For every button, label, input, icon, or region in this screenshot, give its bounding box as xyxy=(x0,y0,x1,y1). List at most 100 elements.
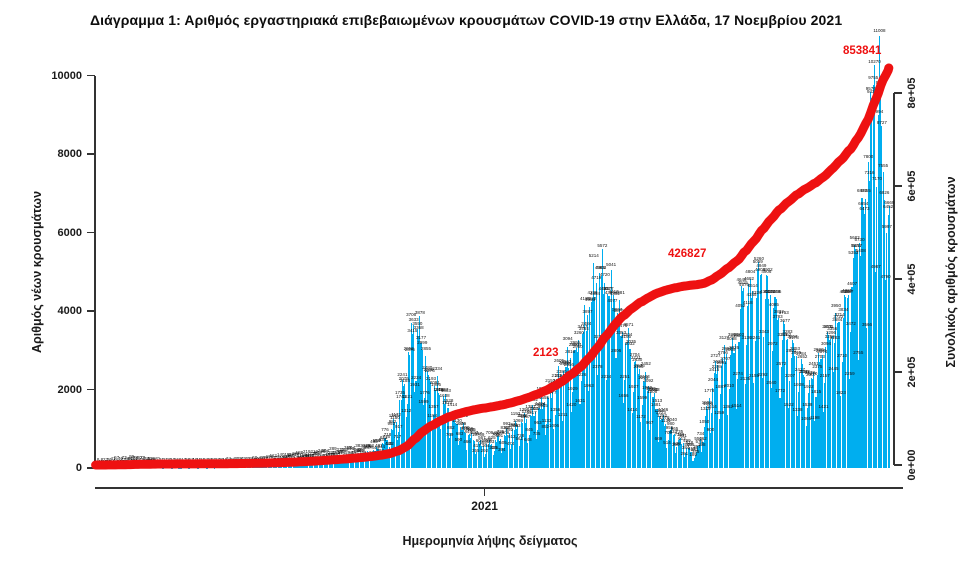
bar-value-label: 3464 xyxy=(578,326,589,331)
bar-value-label: 4902 xyxy=(762,267,773,273)
bar-value-label: 398 xyxy=(698,442,706,447)
bar-value-label: 394 xyxy=(498,446,506,452)
bar-value-label: 227 xyxy=(360,453,368,459)
bar-value-label: 2960 xyxy=(572,343,583,349)
bar-value-label: 165 xyxy=(334,455,342,461)
bar-value-label: 662 xyxy=(699,436,707,441)
y-left-tick xyxy=(87,388,95,391)
bar-value-label: 281 xyxy=(680,451,689,456)
bar-value-label: 2259 xyxy=(844,371,855,377)
y-left-tick-label: 4000 xyxy=(57,305,82,317)
bar-value-label: 2044 xyxy=(707,377,718,383)
bar-value-label: 993 xyxy=(512,423,521,428)
y-axis-left-title: Αριθμός νέων κρουσμάτων xyxy=(30,190,44,354)
bar-value-label: 9629 xyxy=(875,79,886,85)
y-left-tick xyxy=(87,153,95,155)
bar-value-label: 1420 xyxy=(566,401,577,407)
bar-value-label: 1777 xyxy=(546,390,557,396)
bar-value-label: 4607 xyxy=(847,281,858,287)
bar-value-label: 3368 xyxy=(413,325,424,331)
y-left-tick xyxy=(87,310,95,312)
bar-value-label: 845 xyxy=(525,426,533,432)
bar-value-label: 5260 xyxy=(753,255,764,261)
bar-value-label: 1317 xyxy=(526,410,537,416)
y-left-tick-label: 6000 xyxy=(57,226,82,239)
bar-value-label: 505 xyxy=(499,440,507,445)
y-right-tick xyxy=(894,278,902,280)
bar-value-label: 3178 xyxy=(788,335,799,341)
bar-value-label: 2556 xyxy=(563,361,574,367)
bar-value-label: 2375 xyxy=(812,364,823,370)
bar-value-label: 1141 xyxy=(458,412,469,418)
cumulative-annotation: 426827 xyxy=(668,248,707,260)
bar-value-label: 532 xyxy=(386,441,394,447)
bar-value-label: 127 xyxy=(307,457,316,462)
bar-value-label: 718 xyxy=(383,431,392,437)
bar-value-label: 2572 xyxy=(776,361,787,366)
y-left-tick-label: 10000 xyxy=(51,69,82,82)
bar-value-label: 3879 xyxy=(613,307,624,313)
bar-value-label: 1963 xyxy=(583,382,594,388)
bar-value-label: 3566 xyxy=(862,322,873,327)
bar-value-label: 967 xyxy=(645,419,654,425)
bar-value-label: 2142 xyxy=(552,377,563,383)
bar-value-label: 2207 xyxy=(784,373,796,379)
y-left-tick-label: 0 xyxy=(75,462,82,474)
bar-value-label: 2378 xyxy=(592,364,603,370)
bar-value-label: 590 xyxy=(454,436,463,442)
bar-value-label: 514 xyxy=(663,439,671,445)
bar-value-label: 5572 xyxy=(597,243,608,249)
bar-value-label: 3035 xyxy=(625,338,637,344)
y-left-tick-label: 2000 xyxy=(57,383,82,396)
bar-value-label: 1903 xyxy=(649,387,660,393)
bar-value-label: 1140 xyxy=(437,417,448,423)
bar-value-label: 3571 xyxy=(623,321,634,327)
y-axis-right-line xyxy=(893,93,895,465)
bar-value-label: 3204 xyxy=(622,331,633,337)
bar-value-label: 917 xyxy=(394,423,403,429)
bar-value-label: 2652 xyxy=(797,353,808,359)
bar-value-label: 4397 xyxy=(843,289,854,295)
bar-value-label: 728 xyxy=(516,433,525,439)
bar-value-label: 4077 xyxy=(607,297,618,303)
bar-value-label: 1823 xyxy=(835,390,846,396)
bar-value-label: 4720 xyxy=(599,272,610,278)
bar-value-label: 717 xyxy=(393,433,402,439)
bar-value-label: 364 xyxy=(481,443,490,449)
y-left-tick-label: 8000 xyxy=(57,148,82,160)
bar-value-label: 425 xyxy=(490,445,499,451)
bar-value-label: 2040 xyxy=(766,379,777,385)
bar-value-label: 852 xyxy=(541,424,550,430)
bar-value-label: 3484 xyxy=(581,320,592,326)
bar-value-label: 892 xyxy=(505,427,514,432)
bar-value-label: 1621 xyxy=(402,394,413,399)
bar-value-label: 2707 xyxy=(720,355,731,361)
bar-value-label: 3356 xyxy=(827,325,838,331)
bar-value-label: 8994 xyxy=(873,109,884,114)
bar-value-label: 3677 xyxy=(780,317,791,323)
bar-value-label: 3878 xyxy=(414,309,425,315)
bar-value-label: 7800 xyxy=(863,153,874,159)
bar-value-label: 2710 xyxy=(837,353,848,359)
y-right-tick-label: 8e+05 xyxy=(906,77,918,109)
bar-value-label: 2092 xyxy=(643,377,654,383)
bar-value-label: 1772 xyxy=(775,388,786,393)
bar-value-label: 1515 xyxy=(537,402,548,408)
bar-value-label: 11008 xyxy=(873,27,886,33)
bar-value-label: 3753 xyxy=(778,310,789,316)
bar-value-label: 1631 xyxy=(575,398,586,403)
bar-value-label: 2972 xyxy=(767,340,778,346)
bar-value-label: 669 xyxy=(654,435,663,441)
bar-value-label: 3094 xyxy=(821,340,832,346)
bar-value-label: 1346 xyxy=(658,407,669,412)
bar-value-label: 1184 xyxy=(427,413,438,419)
bar-value-label: 3183 xyxy=(829,334,840,340)
bar-value-label: 4085 xyxy=(768,301,779,307)
bar-value-label: 735 xyxy=(532,431,541,436)
bar-value-label: 355 xyxy=(471,448,480,454)
bar-value-label: 2292 xyxy=(757,372,768,377)
bar-value-label: 2445 xyxy=(828,366,839,371)
chart-title: Διάγραμμα 1: Αριθμός εργαστηριακά επιβεβ… xyxy=(90,12,843,28)
bar-value-label: 3343 xyxy=(758,328,769,334)
bar-value-label: 2224 xyxy=(411,374,422,380)
